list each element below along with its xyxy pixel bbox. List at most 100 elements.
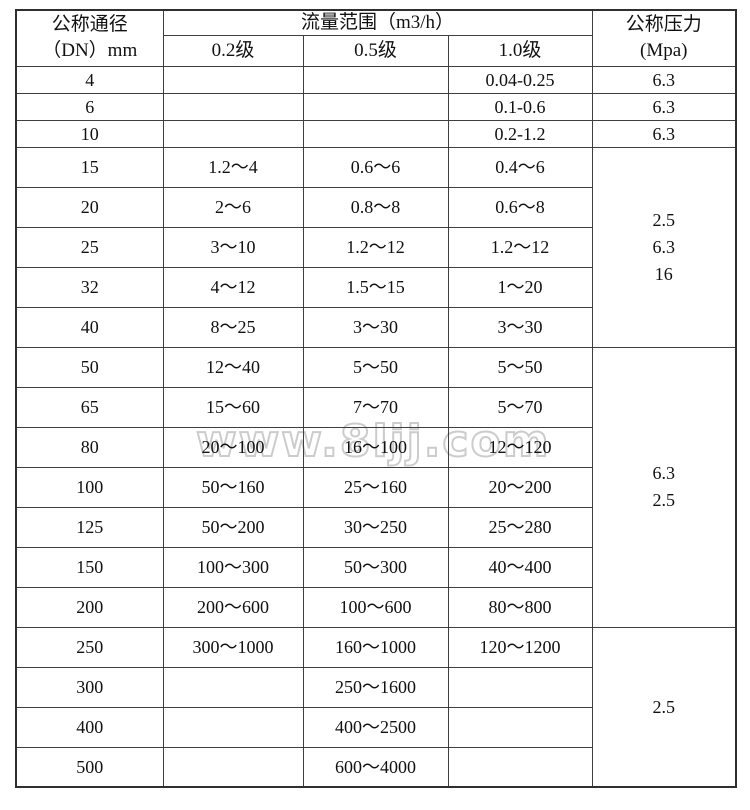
flow-cell — [162, 746, 304, 788]
header-nominal-diameter-line1: 公称通径 — [51, 14, 128, 36]
flow-cell — [302, 119, 449, 148]
flow-cell: 1.2～4 — [162, 146, 304, 188]
dn-cell: 125 — [15, 506, 164, 548]
flow-cell: 2～6 — [162, 186, 304, 228]
header-flow-range: 流量范围（m3/h） — [162, 9, 593, 36]
flow-cell — [162, 706, 304, 748]
pressure-value: 2.5 — [652, 696, 676, 717]
dn-cell: 50 — [15, 346, 164, 388]
table-row-dn300: 300 250～1600 — [15, 666, 736, 708]
flow-cell: 1.2～12 — [302, 226, 449, 268]
pressure-value: 16 — [654, 263, 673, 284]
header-grade-1-0: 1.0级 — [447, 34, 593, 67]
flow-cell: 12～40 — [162, 346, 304, 388]
flow-cell: 50～300 — [302, 546, 449, 588]
header-grade-0-5: 0.5级 — [302, 34, 449, 67]
flow-cell — [302, 65, 449, 94]
dn-cell: 40 — [15, 306, 164, 348]
flow-cell: 400～2500 — [302, 706, 449, 748]
pressure-cell: 6.3 — [591, 65, 737, 94]
flow-cell: 25～280 — [447, 506, 593, 548]
flow-cell: 0.8～8 — [302, 186, 449, 228]
flow-cell — [162, 65, 304, 94]
flow-cell: 0.1-0.6 — [447, 92, 593, 121]
flow-cell: 100～600 — [302, 586, 449, 628]
table-row-dn20: 20 2～6 0.8～8 0.6～8 — [15, 186, 736, 228]
flow-cell: 1～20 — [447, 266, 593, 308]
table-row-dn150: 150 100～300 50～300 40～400 — [15, 546, 736, 588]
dn-cell: 4 — [15, 65, 164, 94]
dn-cell: 20 — [15, 186, 164, 228]
flow-cell: 1.2～12 — [447, 226, 593, 268]
flow-cell: 0.2-1.2 — [447, 119, 593, 148]
flow-cell — [447, 666, 593, 708]
dn-cell: 200 — [15, 586, 164, 628]
flow-cell: 8～25 — [162, 306, 304, 348]
flow-cell — [302, 92, 449, 121]
flow-cell: 5～70 — [447, 386, 593, 428]
dn-cell: 150 — [15, 546, 164, 588]
header-nominal-diameter: 公称通径 （DN）mm — [15, 9, 164, 67]
header-grade-0-2: 0.2级 — [162, 34, 304, 67]
flow-cell: 40～400 — [447, 546, 593, 588]
flow-cell: 5～50 — [302, 346, 449, 388]
flow-cell: 50～160 — [162, 466, 304, 508]
flow-cell: 100～300 — [162, 546, 304, 588]
flow-cell: 20～200 — [447, 466, 593, 508]
flow-cell: 0.4～6 — [447, 146, 593, 188]
flow-cell: 1.5～15 — [302, 266, 449, 308]
dn-cell: 32 — [15, 266, 164, 308]
header-nominal-pressure-line1: 公称压力 — [625, 14, 702, 36]
flow-cell: 15～60 — [162, 386, 304, 428]
header-nominal-diameter-line2: （DN）mm — [42, 40, 138, 62]
table-row-dn15: 15 1.2～4 0.6～6 0.4～6 2.5 6.3 16 — [15, 146, 737, 348]
dn-cell: 10 — [15, 119, 164, 148]
pressure-value: 6.3 — [652, 236, 676, 257]
flow-cell: 250～1600 — [302, 666, 449, 708]
pressure-cell: 6.3 — [591, 119, 737, 148]
flow-cell: 600～4000 — [302, 746, 449, 788]
pressure-cell: 6.3 — [591, 92, 737, 121]
table-row-dn125: 125 50～200 30～250 25～280 — [15, 506, 736, 548]
flow-cell: 7～70 — [302, 386, 449, 428]
flow-meter-spec-table: 公称通径 （DN）mm 流量范围（m3/h） 公称压力 (Mpa) 0.2级 0… — [15, 9, 738, 789]
dn-cell: 15 — [15, 146, 164, 188]
flow-cell — [447, 706, 593, 748]
header-row-2: 0.2级 0.5级 1.0级 — [16, 34, 736, 67]
pressure-value: 6.3 — [652, 463, 676, 484]
pressure-cell-group2: 6.3 2.5 — [591, 346, 737, 628]
pressure-value: 2.5 — [652, 209, 676, 230]
flow-cell — [447, 746, 593, 788]
flow-cell — [162, 666, 304, 708]
dn-cell: 300 — [15, 666, 164, 708]
dn-cell: 400 — [15, 706, 164, 748]
dn-cell: 250 — [15, 626, 164, 668]
table-row-dn50: 50 12～40 5～50 5～50 6.3 2.5 — [15, 346, 737, 628]
flow-cell: 160～1000 — [302, 626, 449, 668]
flow-cell: 30～250 — [302, 506, 449, 548]
flow-cell: 0.6～6 — [302, 146, 449, 188]
dn-cell: 65 — [15, 386, 164, 428]
dn-cell: 80 — [15, 426, 164, 468]
dn-cell: 6 — [15, 92, 164, 121]
flow-cell: 3～30 — [447, 306, 593, 348]
flow-cell: 12～120 — [447, 426, 593, 468]
flow-cell — [162, 119, 304, 148]
header-nominal-pressure: 公称压力 (Mpa) — [591, 9, 737, 67]
header-nominal-pressure-line2: (Mpa) — [640, 40, 688, 62]
table-row-dn200: 200 200～600 100～600 80～800 — [15, 586, 736, 628]
table-row-dn40: 40 8～25 3～30 3～30 — [15, 306, 736, 348]
flow-cell: 120～1200 — [447, 626, 593, 668]
flow-cell: 50～200 — [162, 506, 304, 548]
dn-cell: 500 — [15, 746, 164, 788]
header-row-1: 公称通径 （DN）mm 流量范围（m3/h） 公称压力 (Mpa) — [15, 9, 737, 67]
table-row-dn65: 65 15～60 7～70 5～70 — [15, 386, 736, 428]
table-row-dn32: 32 4～12 1.5～15 1～20 — [15, 266, 736, 308]
table-row-dn400: 400 400～2500 — [15, 706, 736, 748]
flow-cell: 0.6～8 — [447, 186, 593, 228]
table-row-dn250: 250 300～1000 160～1000 120～1200 2.5 — [15, 626, 737, 788]
flow-cell: 25～160 — [302, 466, 449, 508]
flow-cell: 16～100 — [302, 426, 449, 468]
dn-cell: 100 — [15, 466, 164, 508]
